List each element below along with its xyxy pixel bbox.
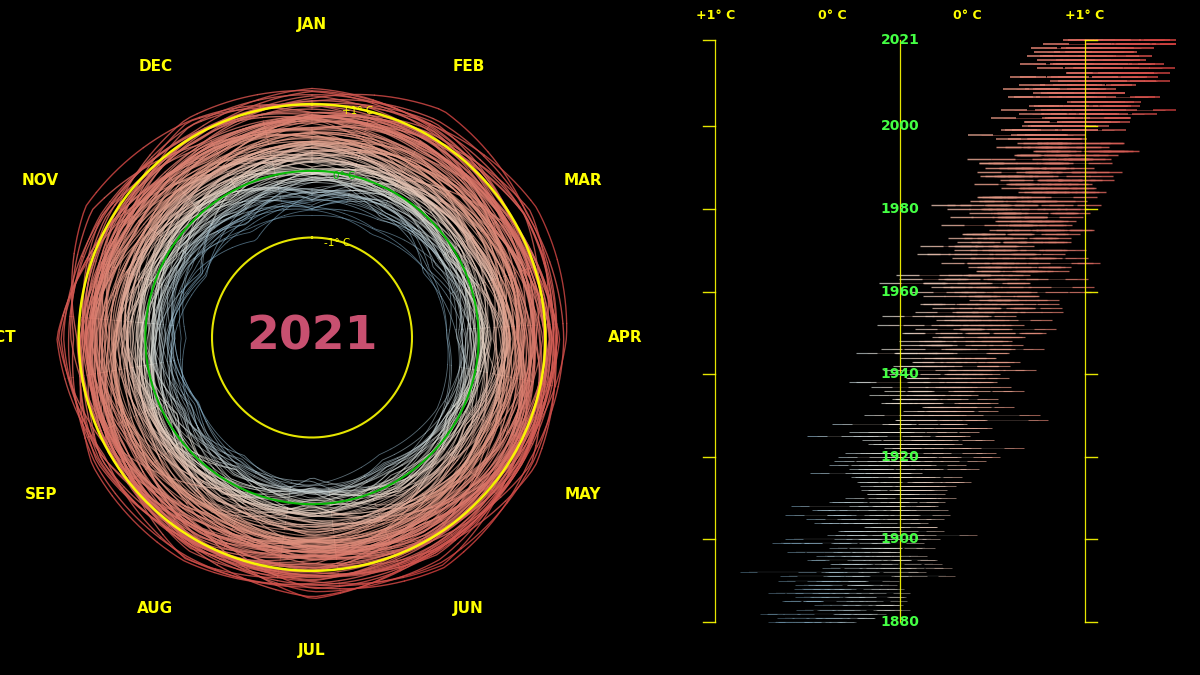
Text: 1920: 1920 (881, 450, 919, 464)
Text: 0° C: 0° C (334, 171, 355, 181)
Text: -1° C: -1° C (324, 238, 350, 248)
Text: +1° C: +1° C (1064, 9, 1104, 22)
Text: 2021: 2021 (881, 32, 919, 47)
Text: 1900: 1900 (881, 533, 919, 546)
Text: FEB: FEB (452, 59, 485, 74)
Text: JUL: JUL (298, 643, 326, 658)
Text: 1940: 1940 (881, 367, 919, 381)
Text: AUG: AUG (137, 601, 173, 616)
Text: +1° C: +1° C (342, 106, 373, 116)
Text: +1° C: +1° C (696, 9, 736, 22)
Text: 2000: 2000 (881, 119, 919, 133)
Text: 1880: 1880 (881, 615, 919, 629)
Text: DEC: DEC (138, 59, 173, 74)
Text: NOV: NOV (22, 173, 59, 188)
Text: MAY: MAY (565, 487, 601, 502)
Text: JUN: JUN (454, 601, 484, 616)
Text: 0° C: 0° C (953, 9, 982, 22)
Text: OCT: OCT (0, 330, 16, 345)
Text: SEP: SEP (24, 487, 56, 502)
Text: APR: APR (608, 330, 643, 345)
Text: MAR: MAR (564, 173, 602, 188)
Text: 2021: 2021 (246, 315, 378, 360)
Text: 0° C: 0° C (818, 9, 847, 22)
Text: JAN: JAN (296, 17, 328, 32)
Text: 1980: 1980 (881, 202, 919, 216)
Text: 1960: 1960 (881, 285, 919, 298)
